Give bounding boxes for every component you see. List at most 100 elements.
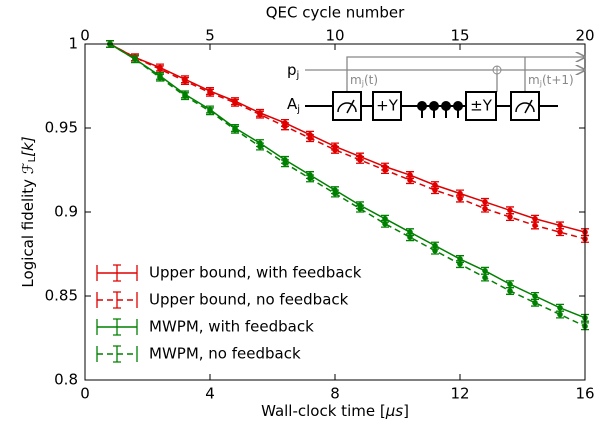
legend-label: MWPM, no feedback	[149, 345, 301, 363]
legend-errorbar	[96, 318, 138, 336]
legend-errorbar	[96, 291, 138, 309]
row-label-text: p	[287, 61, 297, 79]
gate-box	[372, 91, 402, 121]
x-tick-label: 0	[80, 385, 90, 403]
row-label: Aj	[287, 95, 300, 116]
m-sub: j	[361, 79, 364, 88]
x-tick-label: 8	[330, 385, 340, 403]
point	[282, 160, 288, 167]
x2-axis-label: QEC cycle number	[266, 4, 405, 22]
point	[507, 214, 513, 220]
m-arg: (t)	[364, 73, 378, 87]
point	[132, 56, 138, 62]
meter-icon	[515, 99, 535, 114]
cz-gates	[417, 101, 463, 118]
legend-label: MWPM, with feedback	[149, 318, 314, 336]
meter-icon	[337, 99, 357, 114]
x-axis-label: Wall-clock time [μs]	[261, 402, 409, 420]
y-label-arg: [k]	[19, 136, 37, 157]
y-tick-label: 0.95	[45, 119, 78, 137]
point	[557, 229, 563, 235]
point	[307, 135, 313, 141]
point	[407, 177, 413, 183]
x2-tick-label: 0	[80, 27, 90, 45]
measurement-label: mj(t)	[350, 73, 378, 88]
legend-errorbar	[96, 264, 138, 282]
x2-tick-label: 10	[325, 27, 344, 45]
gate-label: +Y	[376, 97, 399, 115]
row-label-sub: j	[296, 70, 300, 81]
meter-box	[332, 91, 362, 121]
point	[157, 66, 163, 72]
point	[382, 167, 388, 173]
series-line	[109, 43, 586, 233]
legend-label: Upper bound, with feedback	[149, 264, 362, 282]
point	[332, 190, 338, 197]
x-label-text: Wall-clock time [	[261, 402, 386, 420]
point	[357, 205, 363, 212]
point	[232, 100, 238, 106]
x-label-end: ]	[403, 402, 409, 420]
x-tick-label: 12	[450, 385, 469, 403]
point	[357, 157, 363, 163]
point	[332, 147, 338, 153]
y-label-sub: L	[27, 156, 38, 162]
row-label: pj	[287, 61, 299, 82]
point	[482, 274, 488, 281]
gate-box	[465, 91, 497, 121]
series-line	[109, 43, 586, 319]
point	[207, 108, 213, 114]
m-arg: (t+1)	[542, 73, 574, 87]
point	[482, 205, 488, 212]
point	[182, 78, 188, 84]
point	[557, 304, 563, 311]
legend-errorbar	[96, 345, 138, 363]
point	[457, 195, 463, 202]
x2-tick-label: 5	[205, 27, 215, 45]
row-label-sub: j	[296, 104, 300, 115]
point	[532, 215, 538, 222]
point	[232, 126, 238, 133]
y-axis-label: Logical fidelity ℱL[k]	[19, 136, 39, 287]
point	[257, 143, 263, 150]
point	[532, 299, 538, 306]
point	[532, 293, 538, 299]
point	[557, 311, 563, 318]
point	[182, 93, 188, 99]
m-text: m	[350, 73, 362, 87]
point	[257, 111, 263, 118]
y-tick-label: 1	[68, 35, 78, 53]
legend: Upper bound, with feedback Upper bound, n…	[96, 264, 362, 363]
series-line	[109, 43, 586, 327]
inset-circuit: +Y ±Y pj Aj mj(t) mj(t+1)	[287, 57, 585, 121]
point	[307, 175, 313, 182]
point	[507, 281, 513, 288]
row-label-text: A	[287, 95, 298, 113]
classical-wire	[346, 57, 585, 92]
meter-box	[510, 91, 540, 121]
point	[382, 220, 388, 227]
gate-label: ±Y	[470, 97, 493, 115]
point	[432, 187, 438, 193]
y-tick-label: 0.8	[54, 371, 78, 389]
y-tick-label: 0.9	[54, 203, 78, 221]
x2-tick-label: 15	[450, 27, 469, 45]
point	[532, 222, 538, 229]
point	[432, 247, 438, 254]
point	[407, 234, 413, 240]
m-sub: j	[539, 79, 542, 88]
point	[457, 261, 463, 267]
x2-tick-label: 20	[575, 27, 594, 45]
point	[482, 199, 488, 205]
point	[282, 123, 288, 130]
point	[157, 74, 163, 81]
x-tick-label: 4	[205, 385, 215, 403]
point	[207, 89, 213, 96]
x-tick-label: 16	[575, 385, 594, 403]
m-text: m	[528, 73, 540, 87]
x-label-unit: μs	[385, 402, 404, 420]
y-label-text: Logical fidelity	[19, 174, 37, 287]
plot-frame	[84, 43, 586, 381]
y-tick-label: 0.85	[45, 287, 78, 305]
